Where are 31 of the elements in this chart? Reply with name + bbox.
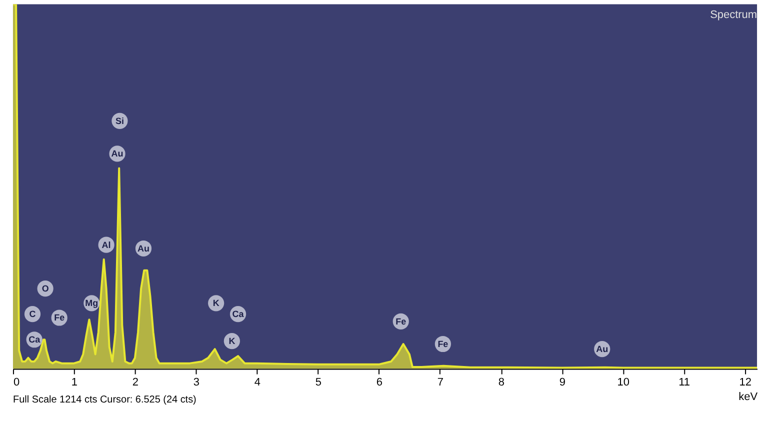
annotation: Ca: [28, 334, 42, 345]
x-tick-label: 6: [376, 376, 382, 388]
x-tick-label: 2: [132, 376, 139, 388]
annotation: O: [42, 284, 49, 294]
x-tick-label: 1: [71, 376, 78, 388]
annotation: Fe: [438, 338, 448, 349]
annotation: Au: [596, 344, 608, 354]
annotation: Fe: [396, 316, 406, 326]
annotation: Al: [102, 240, 111, 250]
annotation: Au: [138, 243, 150, 254]
x-tick-label: 7: [437, 376, 444, 388]
chart-title: Spectrum: [710, 9, 758, 22]
annotation: Fe: [54, 312, 65, 323]
x-tick-label: 8: [498, 376, 504, 388]
x-tick-label: 12: [739, 376, 752, 388]
annotation: K: [212, 298, 220, 308]
x-tick-label: 11: [678, 376, 690, 388]
annotation: K: [228, 336, 236, 346]
x-tick-label: 0: [13, 376, 20, 388]
annotation: C: [29, 309, 36, 320]
text: Full Scale 1214 cts Cursor: 6.525 (24 cts): [12, 394, 196, 406]
x-tick-label: 9: [559, 376, 566, 388]
x-tick-label: 4: [254, 376, 260, 388]
x-tick-label: 3: [193, 376, 200, 388]
annotation: Mg: [85, 298, 98, 308]
x-axis-title: keV: [738, 391, 758, 404]
x-tick-label: 5: [315, 376, 322, 388]
annotation: Au: [111, 148, 124, 159]
x-tick-label: 10: [617, 376, 630, 388]
annotation: Si: [115, 116, 124, 126]
annotation: Ca: [232, 309, 245, 320]
